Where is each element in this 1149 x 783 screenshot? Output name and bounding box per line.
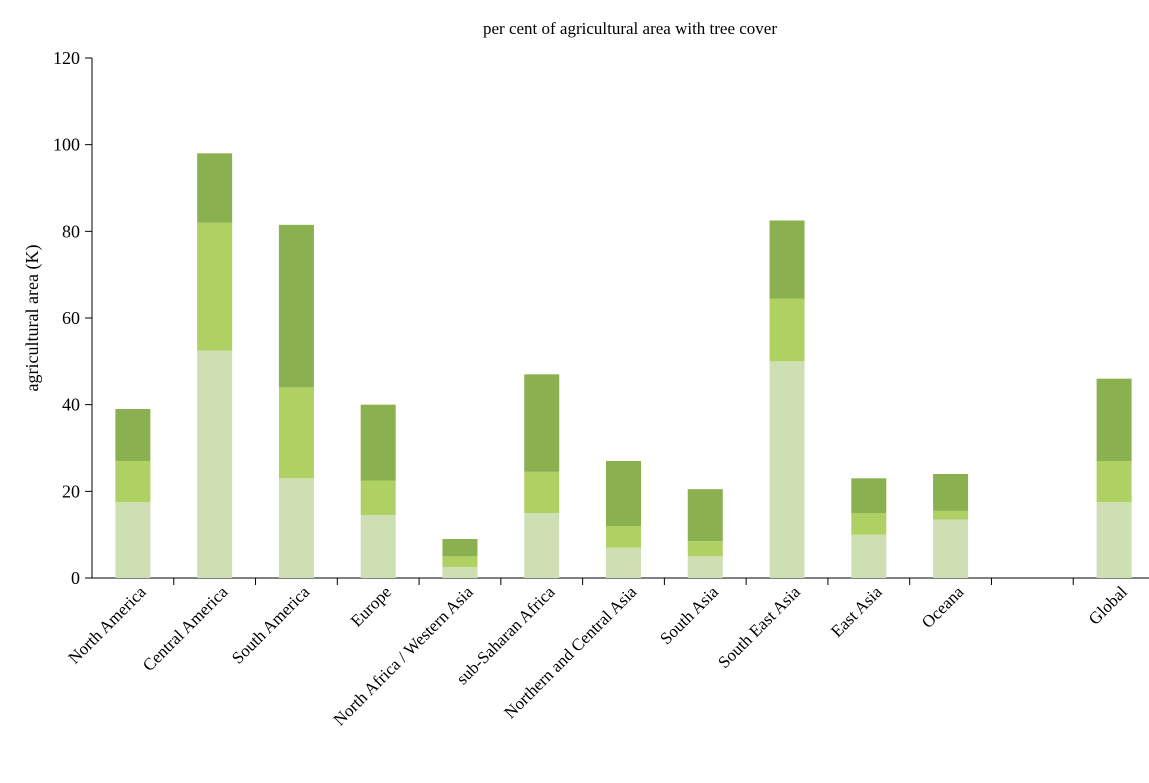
bar-segment-1 — [770, 361, 805, 578]
bar-segment-1 — [197, 351, 232, 579]
bar-segment-2 — [851, 513, 886, 535]
bar-segment-3 — [524, 374, 559, 472]
y-axis-label: agricultural area (K) — [22, 245, 43, 392]
bar-segment-2 — [606, 526, 641, 548]
category-label: Oceana — [918, 582, 968, 632]
bar-series-group — [115, 153, 1131, 578]
bar-segment-1 — [1097, 502, 1132, 578]
category-label: North Africa / Western Asia — [330, 582, 477, 729]
category-label: Central America — [139, 582, 232, 675]
category-label: South America — [228, 582, 314, 668]
category-label: Global — [1085, 582, 1131, 628]
category-label: Europe — [347, 582, 395, 630]
bar-segment-2 — [933, 511, 968, 520]
bar-segment-2 — [770, 299, 805, 362]
bar-segment-3 — [933, 474, 968, 511]
bar-segment-2 — [442, 556, 477, 567]
y-tick-label: 80 — [62, 221, 80, 241]
bar-segment-2 — [524, 472, 559, 513]
bar-segment-3 — [442, 539, 477, 556]
bar-segment-1 — [933, 520, 968, 579]
category-label: South Asia — [656, 582, 722, 648]
bar-segment-1 — [524, 513, 559, 578]
bar-segment-3 — [361, 405, 396, 481]
category-label: East Asia — [827, 582, 886, 641]
y-tick-label: 40 — [62, 395, 80, 415]
bar-segment-3 — [688, 489, 723, 541]
bar-segment-3 — [279, 225, 314, 387]
category-label: Northern and Central Asia — [500, 582, 640, 722]
y-axis: 0 20 40 60 80 100 120 — [53, 48, 92, 588]
bar-segment-2 — [197, 223, 232, 351]
bar-segment-2 — [688, 541, 723, 556]
bar-segment-1 — [851, 535, 886, 578]
bar-segment-1 — [688, 556, 723, 578]
chart-title: per cent of agricultural area with tree … — [483, 19, 777, 38]
bar-segment-3 — [770, 221, 805, 299]
bar-segment-3 — [606, 461, 641, 526]
y-tick-label: 20 — [62, 481, 80, 501]
y-tick-label: 60 — [62, 308, 80, 328]
y-tick-label: 0 — [71, 568, 80, 588]
x-axis — [92, 578, 1149, 585]
bar-segment-3 — [851, 478, 886, 513]
bar-segment-1 — [361, 515, 396, 578]
bar-segment-1 — [442, 567, 477, 578]
bar-segment-1 — [115, 502, 150, 578]
bar-segment-1 — [606, 548, 641, 578]
y-tick-label: 120 — [53, 48, 80, 68]
category-label: North America — [65, 582, 151, 668]
bar-segment-3 — [197, 153, 232, 222]
bar-segment-3 — [115, 409, 150, 461]
bar-segment-2 — [1097, 461, 1132, 502]
bar-segment-2 — [361, 481, 396, 516]
bar-segment-2 — [115, 461, 150, 502]
y-tick-label: 100 — [53, 135, 80, 155]
bar-segment-3 — [1097, 379, 1132, 461]
bar-segment-2 — [279, 387, 314, 478]
bar-segment-1 — [279, 478, 314, 578]
category-label: South East Asia — [714, 582, 804, 672]
